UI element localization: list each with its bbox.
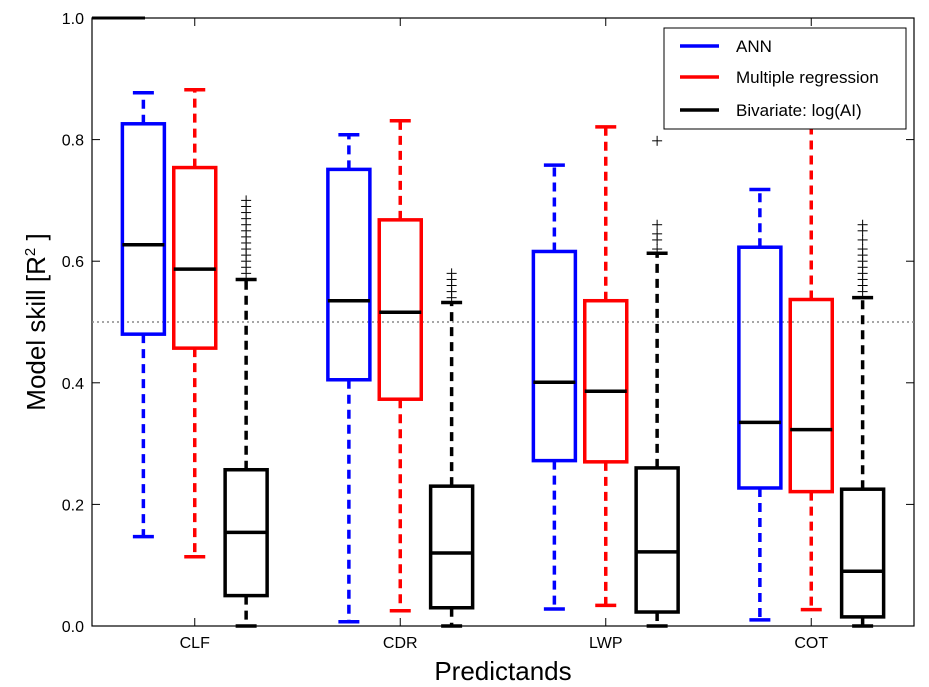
x-tick-label: LWP [589, 635, 622, 652]
box-0-3 [737, 187, 783, 622]
ticks-layer: 0.0 0.2 0.4 0.6 0.8 1.0 CLF CDR LWP COT [62, 11, 914, 652]
x-tick-label: CLF [180, 635, 210, 652]
box-1-2 [583, 125, 629, 608]
box-iqr [326, 167, 372, 382]
y-tick-label: 1.0 [62, 11, 84, 28]
box-0-2 [531, 163, 578, 611]
box-0-0 [120, 91, 167, 539]
y-axis-title: Model skill [R2 ] [21, 233, 51, 410]
box-iqr [737, 245, 783, 490]
x-tick-label: CDR [383, 635, 418, 652]
y-axis-title-suffix: ] [21, 233, 51, 247]
box-1-3 [788, 102, 834, 612]
box-2-2 [634, 135, 680, 628]
y-tick-label: 0.6 [62, 254, 84, 271]
box-iqr [634, 466, 680, 614]
y-axis-title-main: Model skill [R [21, 256, 51, 411]
legend-label-bivariate: Bivariate: log(AI) [736, 101, 862, 120]
box-iqr [377, 218, 423, 401]
y-tick-label: 0.0 [62, 619, 84, 636]
box-1-0 [172, 87, 218, 559]
legend-label-ann: ANN [736, 37, 772, 56]
box-2-3 [839, 116, 886, 628]
y-tick-label: 0.4 [62, 376, 84, 393]
box-iqr [583, 298, 629, 464]
box-iqr [788, 297, 834, 494]
box-iqr [531, 249, 578, 463]
box-iqr [120, 122, 167, 336]
legend-label-multiple-regression: Multiple regression [736, 68, 879, 87]
box-2-1 [428, 268, 475, 628]
x-tick-label: COT [794, 635, 828, 652]
y-axis-title-superscript: 2 [22, 248, 39, 256]
y-tick-label: 0.8 [62, 133, 84, 150]
box-2-0 [223, 195, 269, 628]
box-iqr [428, 484, 475, 610]
legend: ANN Multiple regression Bivariate: log(A… [663, 27, 907, 130]
box-iqr [839, 487, 886, 619]
y-tick-label: 0.2 [62, 497, 84, 514]
box-1-1 [377, 119, 423, 613]
x-axis-title: Predictands [434, 656, 571, 686]
box-0-1 [326, 132, 372, 624]
box-iqr [172, 165, 218, 350]
